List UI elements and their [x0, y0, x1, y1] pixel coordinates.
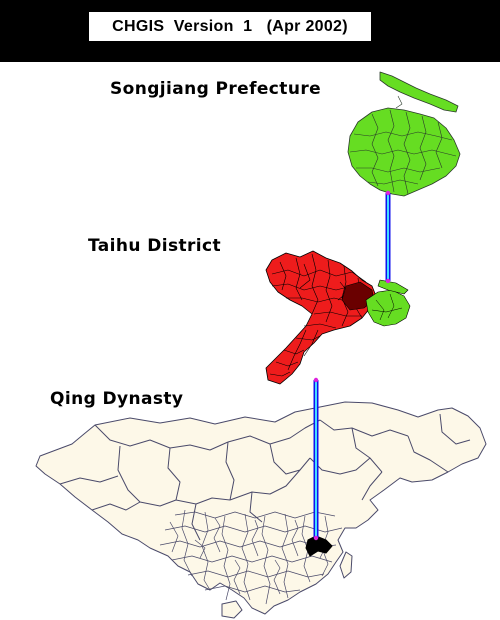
chongming-island — [379, 71, 459, 113]
connector-joint-bottom — [385, 278, 391, 284]
songjiang-outline — [347, 107, 461, 197]
qing-taihu-focus — [305, 535, 333, 557]
taihu-district-outline — [265, 250, 377, 385]
label-qing-dynasty: Qing Dynasty — [50, 389, 184, 409]
connector-joint-top-2 — [313, 377, 319, 383]
songjiang-county-boundaries — [349, 95, 457, 195]
taihu-chongming-inset — [377, 279, 409, 295]
taihu-county-boundaries — [269, 253, 373, 377]
taihu-songjiang-inset — [365, 289, 411, 327]
taiwan-island — [339, 551, 353, 579]
title-box: CHGIS Version 1 (Apr 2002) — [88, 11, 372, 42]
connector-taihu-to-qing — [313, 377, 319, 541]
map-title: CHGIS Version 1 (Apr 2002) — [112, 17, 348, 35]
hainan-island — [221, 600, 243, 619]
songjiang-prefecture-map — [347, 71, 461, 197]
taihu-district-map — [265, 250, 411, 385]
label-taihu-district: Taihu District — [88, 236, 222, 256]
connector-songjiang-to-taihu — [385, 190, 391, 284]
taihu-inset-boundaries — [371, 293, 403, 321]
qing-dynasty-map — [35, 401, 487, 619]
connector-joint-bottom-2 — [313, 535, 319, 541]
qing-province-boundaries — [59, 413, 471, 541]
zoom-connectors — [313, 190, 391, 541]
connector-joint-top — [385, 190, 391, 196]
qing-dynasty-outline — [35, 401, 487, 615]
label-songjiang-prefecture: Songjiang Prefecture — [110, 79, 322, 99]
